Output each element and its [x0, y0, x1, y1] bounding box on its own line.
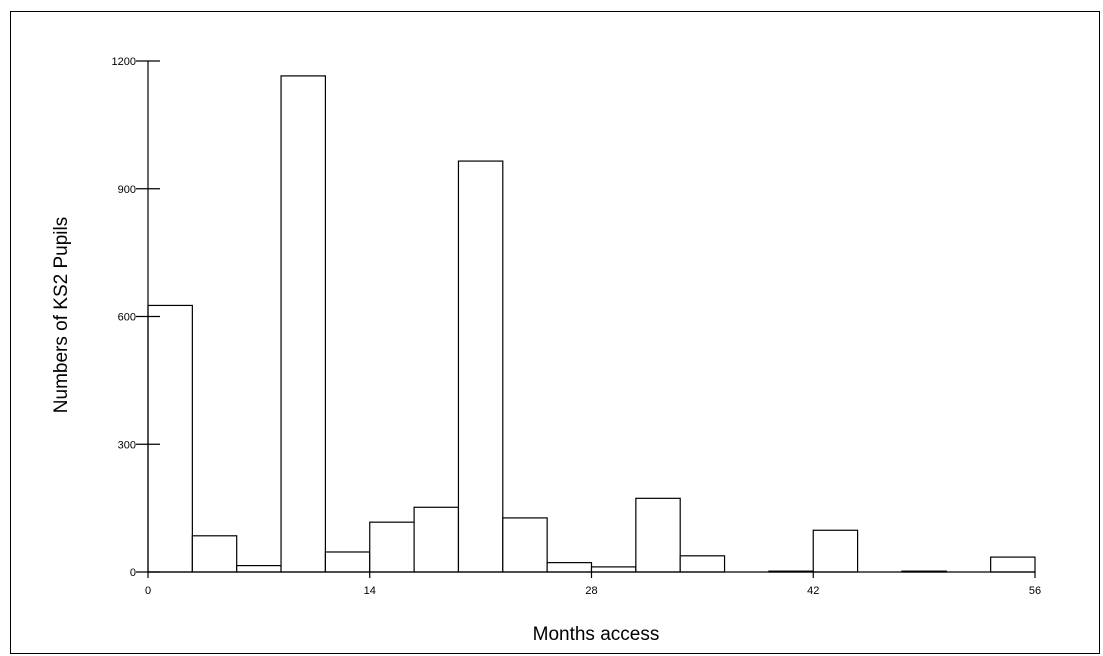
x-tick-label: 14: [364, 585, 376, 597]
histogram-bar: [237, 566, 281, 572]
x-axis-title: Months access: [533, 624, 660, 645]
x-tick-label: 0: [145, 585, 151, 597]
y-tick-label: 900: [118, 184, 136, 196]
x-tick-label: 56: [1029, 585, 1041, 597]
histogram-bar: [503, 518, 547, 572]
histogram-bar: [148, 305, 192, 572]
x-ticks-group: 0 14 28 42 56: [145, 572, 1041, 597]
y-tick-label: 600: [118, 312, 136, 324]
histogram-bar: [991, 557, 1035, 572]
histogram-bar: [547, 563, 591, 572]
histogram-bar: [636, 498, 680, 572]
x-tick-label: 28: [585, 585, 597, 597]
histogram-bar: [458, 161, 502, 572]
y-tick-label: 1200: [112, 56, 136, 68]
bars-group: [148, 76, 1035, 572]
histogram-bar: [192, 536, 236, 572]
y-tick-label: 0: [130, 567, 136, 579]
histogram-bar: [592, 567, 636, 572]
histogram-bar: [680, 556, 724, 572]
histogram-bar: [370, 522, 414, 572]
y-tick-label: 300: [118, 439, 136, 451]
y-axis-title: Numbers of KS2 Pupils: [51, 217, 72, 413]
x-tick-label: 42: [807, 585, 819, 597]
histogram-bar: [325, 552, 369, 572]
histogram-bar: [813, 530, 857, 572]
histogram-bar: [281, 76, 325, 572]
histogram-bar: [414, 507, 458, 572]
